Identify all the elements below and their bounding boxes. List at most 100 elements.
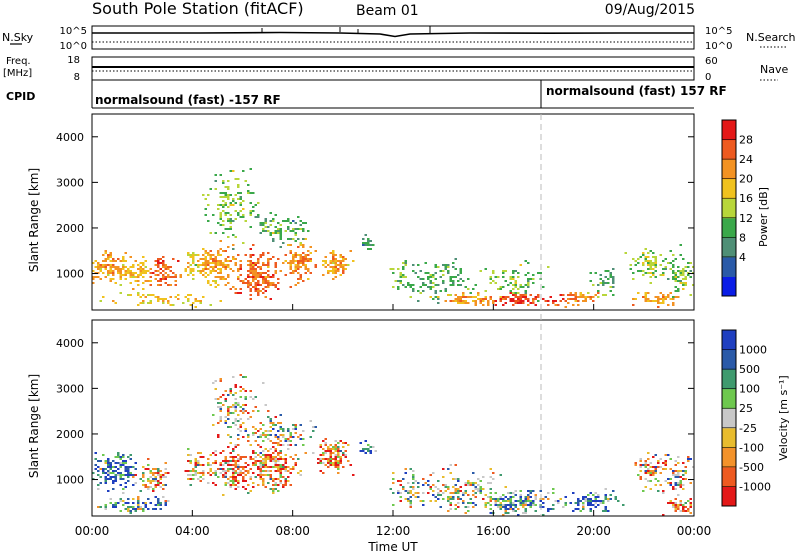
heatmap-cell: [269, 212, 272, 214]
heatmap-cell: [334, 272, 337, 274]
heatmap-cell: [192, 258, 195, 260]
heatmap-cell: [217, 264, 220, 266]
heatmap-cell: [407, 284, 410, 286]
heatmap-cell: [324, 464, 327, 466]
heatmap-cell: [102, 264, 105, 266]
heatmap-cell: [239, 210, 242, 212]
heatmap-cell: [299, 474, 302, 476]
heatmap-cell: [334, 448, 337, 450]
heatmap-cell: [249, 248, 252, 250]
heatmap-cell: [649, 276, 652, 278]
heatmap-cell: [97, 264, 100, 266]
heatmap-cell: [219, 212, 222, 214]
power-heatmap: [92, 168, 695, 308]
heatmap-cell: [509, 496, 512, 498]
colorbar-swatch: [722, 159, 736, 180]
heatmap-cell: [452, 282, 455, 284]
heatmap-cell: [254, 286, 257, 288]
heatmap-cell: [239, 470, 242, 472]
heatmap-cell: [189, 484, 192, 486]
heatmap-cell: [262, 458, 265, 460]
heatmap-cell: [512, 510, 515, 512]
heatmap-cell: [342, 446, 345, 448]
heatmap-cell: [269, 488, 272, 490]
heatmap-cell: [272, 422, 275, 424]
heatmap-cell: [274, 416, 277, 418]
heatmap-cell: [604, 498, 607, 500]
heatmap-cell: [144, 272, 147, 274]
heatmap-cell: [179, 274, 182, 276]
heatmap-cell: [404, 276, 407, 278]
heatmap-cell: [229, 456, 232, 458]
heatmap-cell: [262, 440, 265, 442]
heatmap-cell: [149, 476, 152, 478]
heatmap-cell: [412, 270, 415, 272]
heatmap-cell: [312, 452, 315, 454]
heatmap-cell: [229, 468, 232, 470]
nsky-spikes: [261, 26, 431, 33]
heatmap-cell: [157, 298, 160, 300]
heatmap-cell: [477, 484, 480, 486]
heatmap-cell: [274, 264, 277, 266]
heatmap-cell: [672, 486, 675, 488]
heatmap-cell: [264, 296, 267, 298]
heatmap-cell: [457, 496, 460, 498]
heatmap-cell: [677, 470, 680, 472]
heatmap-cell: [162, 276, 165, 278]
heatmap-cell: [527, 298, 530, 300]
heatmap-cell: [449, 472, 452, 474]
heatmap-cell: [397, 268, 400, 270]
heatmap-cell: [97, 272, 100, 274]
heatmap-cell: [612, 286, 615, 288]
heatmap-cell: [594, 496, 597, 498]
heatmap-cell: [654, 264, 657, 266]
heatmap-cell: [414, 492, 417, 494]
heatmap-cell: [224, 192, 227, 194]
heatmap-cell: [579, 500, 582, 502]
heatmap-cell: [277, 464, 280, 466]
heatmap-cell: [244, 396, 247, 398]
heatmap-cell: [327, 446, 330, 448]
heatmap-cell: [139, 266, 142, 268]
heatmap-cell: [254, 268, 257, 270]
heatmap-cell: [202, 274, 205, 276]
heatmap-cell: [274, 286, 277, 288]
heatmap-cell: [404, 286, 407, 288]
heatmap-cell: [144, 468, 147, 470]
heatmap-cell: [589, 272, 592, 274]
heatmap-cell: [122, 474, 125, 476]
heatmap-cell: [689, 458, 692, 460]
heatmap-cell: [532, 300, 535, 302]
heatmap-cell: [264, 222, 267, 224]
heatmap-cell: [662, 274, 665, 276]
heatmap-cell: [632, 272, 635, 274]
heatmap-cell: [439, 276, 442, 278]
heatmap-cell: [509, 498, 512, 500]
heatmap-cell: [139, 506, 142, 508]
heatmap-cell: [214, 286, 217, 288]
heatmap-cell: [257, 282, 260, 284]
heatmap-cell: [222, 206, 225, 208]
heatmap-cell: [684, 478, 687, 480]
heatmap-cell: [674, 272, 677, 274]
heatmap-cell: [489, 298, 492, 300]
heatmap-cell: [187, 262, 190, 264]
heatmap-cell: [257, 294, 260, 296]
heatmap-cell: [122, 260, 125, 262]
heatmap-cell: [449, 278, 452, 280]
heatmap-cell: [449, 464, 452, 466]
time-xticks: 00:00 04:00 08:00 12:00 16:00 20:00 00:00: [75, 304, 711, 538]
heatmap-cell: [202, 456, 205, 458]
heatmap-cell: [294, 432, 297, 434]
heatmap-cell: [319, 462, 322, 464]
heatmap-cell: [489, 476, 492, 478]
heatmap-cell: [304, 264, 307, 266]
heatmap-cell: [132, 266, 135, 268]
heatmap-cell: [209, 258, 212, 260]
heatmap-cell: [262, 480, 265, 482]
heatmap-cell: [249, 276, 252, 278]
heatmap-cell: [337, 462, 340, 464]
heatmap-cell: [302, 260, 305, 262]
heatmap-cell: [399, 492, 402, 494]
heatmap-cell: [254, 428, 257, 430]
